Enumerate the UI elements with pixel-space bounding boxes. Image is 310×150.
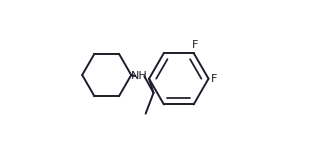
Text: F: F	[211, 74, 218, 84]
Text: NH: NH	[131, 71, 148, 81]
Text: F: F	[192, 40, 198, 50]
